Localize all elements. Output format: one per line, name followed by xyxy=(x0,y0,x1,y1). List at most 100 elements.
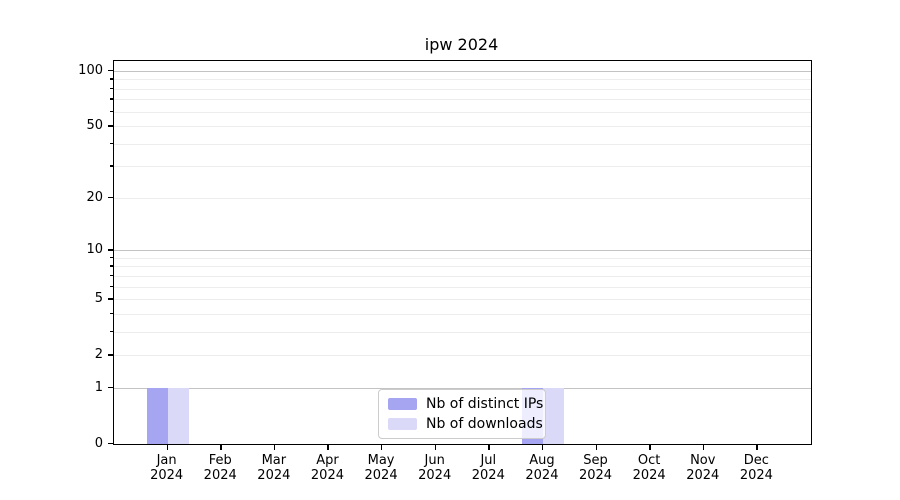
x-tick-month: Dec xyxy=(743,453,769,468)
legend-entry-downloads: Nb of downloads xyxy=(388,416,543,432)
x-tick-label: Sep 2024 xyxy=(566,453,626,483)
x-tick-year: 2024 xyxy=(364,468,398,483)
x-tick-year: 2024 xyxy=(525,468,559,483)
x-tick-label: Mar 2024 xyxy=(244,453,304,483)
gridline-minor xyxy=(114,275,811,277)
x-tick-label: Dec 2024 xyxy=(726,453,786,483)
y-tick-label: 50 xyxy=(86,118,103,134)
x-tick-month: Aug xyxy=(529,453,555,468)
x-tick-mark xyxy=(595,444,597,450)
legend-entry-distinct-ips: Nb of distinct IPs xyxy=(388,396,543,412)
x-tick-year: 2024 xyxy=(257,468,291,483)
x-tick-month: Mar xyxy=(261,453,287,468)
x-tick-month: May xyxy=(367,453,395,468)
x-tick-label: Jan 2024 xyxy=(137,453,197,483)
y-tick-label: 2 xyxy=(94,347,103,363)
gridline-minor xyxy=(114,266,811,268)
y-tick-mark xyxy=(108,443,113,445)
gridline-minor xyxy=(114,143,811,145)
y-minor-tick-mark xyxy=(110,274,113,277)
y-minor-tick-mark xyxy=(110,78,113,80)
x-tick-month: Feb xyxy=(208,453,232,468)
y-tick-mark xyxy=(108,125,113,127)
gridline-minor xyxy=(114,99,811,101)
gridline-minor xyxy=(114,299,811,301)
x-tick-month: Oct xyxy=(637,453,661,468)
x-tick-mark xyxy=(488,444,490,450)
y-minor-tick-mark xyxy=(110,165,113,167)
gridline-minor xyxy=(114,166,811,168)
x-tick-label: Jul 2024 xyxy=(458,453,518,483)
y-tick-label: 20 xyxy=(86,189,103,205)
gridline-minor xyxy=(114,355,811,357)
x-tick-year: 2024 xyxy=(471,468,505,483)
x-tick-mark xyxy=(434,444,437,450)
y-tick-label: 1 xyxy=(94,379,103,395)
gridline-major xyxy=(114,250,811,252)
y-minor-tick-mark xyxy=(110,330,113,333)
bar-downloads xyxy=(542,387,564,444)
x-tick-label: Aug 2024 xyxy=(512,453,572,483)
x-tick-mark xyxy=(756,444,758,450)
x-tick-mark xyxy=(649,444,651,450)
gridline-minor xyxy=(114,313,811,315)
legend-swatch-distinct-ips xyxy=(388,398,417,410)
x-tick-mark xyxy=(327,444,329,450)
x-tick-year: 2024 xyxy=(203,468,237,483)
legend-label-downloads: Nb of downloads xyxy=(426,416,543,432)
y-minor-tick-mark xyxy=(110,98,113,100)
y-tick-label: 0 xyxy=(94,436,103,451)
y-tick-label: 10 xyxy=(86,242,103,258)
x-tick-year: 2024 xyxy=(150,468,184,483)
x-tick-mark xyxy=(220,444,222,450)
legend-label-distinct-ips: Nb of distinct IPs xyxy=(426,396,544,412)
x-tick-label: Apr 2024 xyxy=(297,453,357,483)
y-tick-mark xyxy=(108,249,113,251)
x-tick-month: Sep xyxy=(583,453,608,468)
plot-area: Nb of distinct IPs Nb of downloads xyxy=(113,60,812,445)
x-tick-month: Jun xyxy=(424,453,445,468)
gridline-minor xyxy=(114,111,811,113)
x-tick-mark xyxy=(381,444,383,450)
gridline-minor xyxy=(114,257,811,259)
x-tick-mark xyxy=(166,444,168,450)
x-tick-year: 2024 xyxy=(310,468,344,483)
gridline-minor xyxy=(114,79,811,81)
y-minor-tick-mark xyxy=(110,110,113,113)
gridline-minor xyxy=(114,126,811,128)
y-minor-tick-mark xyxy=(110,285,113,288)
y-minor-tick-mark xyxy=(110,256,113,259)
bar-distinct-ips xyxy=(146,387,168,444)
bar-downloads xyxy=(167,387,189,444)
chart-title: ipw 2024 xyxy=(424,35,499,54)
y-minor-tick-mark xyxy=(110,265,113,267)
gridline-major xyxy=(114,387,811,389)
x-tick-month: Apr xyxy=(316,453,339,468)
legend-swatch-downloads xyxy=(388,418,417,430)
gridline-minor xyxy=(114,286,811,288)
y-tick-mark xyxy=(108,196,113,199)
x-tick-label: May 2024 xyxy=(351,453,411,483)
x-tick-mark xyxy=(702,444,705,450)
x-tick-year: 2024 xyxy=(686,468,720,483)
legend: Nb of distinct IPs Nb of downloads xyxy=(378,389,546,439)
x-tick-mark xyxy=(541,444,544,450)
gridline-minor xyxy=(114,197,811,199)
y-tick-mark xyxy=(108,354,113,356)
x-tick-month: Jan xyxy=(156,453,177,468)
x-tick-mark xyxy=(273,444,276,450)
y-tick-label: 5 xyxy=(94,291,103,307)
y-minor-tick-mark xyxy=(110,312,113,315)
y-tick-mark xyxy=(108,386,113,389)
x-tick-year: 2024 xyxy=(632,468,666,483)
x-tick-label: Oct 2024 xyxy=(619,453,679,483)
x-tick-year: 2024 xyxy=(739,468,773,483)
y-minor-tick-mark xyxy=(110,142,113,145)
gridline-major xyxy=(114,71,811,72)
x-tick-year: 2024 xyxy=(418,468,452,483)
y-minor-tick-mark xyxy=(110,87,113,90)
y-tick-mark xyxy=(108,70,113,72)
gridline-minor xyxy=(114,331,811,333)
x-tick-label: Jun 2024 xyxy=(405,453,465,483)
